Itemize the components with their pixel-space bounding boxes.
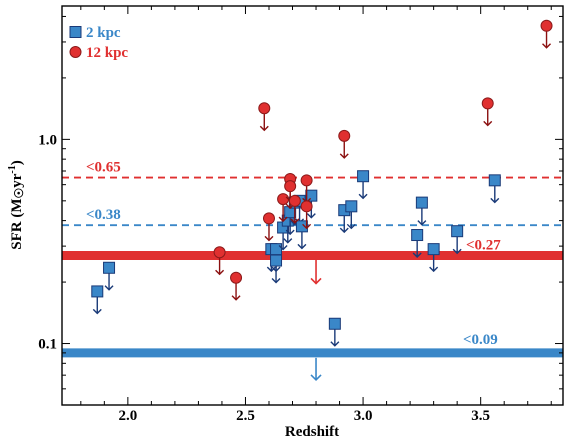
square-marker [357,170,370,183]
square-point-19 [451,225,464,255]
square-marker [270,254,283,267]
circle-marker [284,180,297,193]
circle-marker [540,19,553,32]
x-tick-label: 2.5 [236,408,255,424]
square-marker [345,200,358,213]
square-marker [451,225,464,238]
circle-marker [277,193,290,206]
circle-point-1 [230,271,243,301]
square-marker [91,285,104,298]
legend-label: 12 kpc [86,45,128,61]
square-marker [270,243,283,256]
upper-limit-arrow [358,181,368,200]
circle-point-0 [213,246,226,276]
upper-limit-arrow [542,30,552,49]
upper-limit-arrow [490,185,500,204]
square-marker [305,189,318,202]
upper-limit-arrow [283,225,293,244]
legend-label: 2 kpc [86,25,121,41]
square-point-1 [103,261,116,291]
upper-limit-arrow [259,113,269,132]
legend-circle-marker [69,46,82,58]
legend-square-marker [69,26,82,38]
x-tick-label: 3.5 [471,408,490,424]
legend-item-1: 12 kpc [69,45,128,61]
upper-limit-arrow [285,217,295,236]
circle-marker [288,194,301,207]
y-tick-label: 1.0 [38,132,57,148]
upper-limit-arrow [302,211,312,230]
square-marker [295,220,308,233]
square-point-4 [270,254,283,284]
circle-point-12 [540,19,553,49]
upper-limit-arrow [271,265,281,284]
circle-marker [300,174,313,187]
reference-label-3: <0.09 [463,332,498,348]
circle-marker [262,212,275,225]
square-point-20 [488,174,501,204]
circle-marker [338,129,351,142]
upper-limit-arrow [452,236,462,255]
circle-point-11 [481,97,494,127]
square-point-0 [91,285,104,315]
circle-point-7 [288,194,301,224]
square-marker [328,317,341,330]
circle-point-3 [262,212,275,242]
circle-point-2 [258,102,271,132]
square-marker [103,261,116,274]
square-marker [488,174,501,187]
legend-item-0: 2 kpc [69,25,121,41]
upper-limit-arrow [104,272,114,291]
upper-limit-arrow [412,240,422,259]
upper-limit-arrow [92,296,102,315]
square-point-5 [277,221,290,251]
circle-point-8 [300,174,313,204]
square-point-17 [415,196,428,226]
x-tick-label: 2.0 [118,408,137,424]
upper-limit-arrow [330,328,340,347]
upper-limit-arrow [339,215,349,234]
reference-label-0: <0.65 [86,160,121,176]
upper-limit-arrow [290,205,300,224]
y-tick-label: 0.1 [38,337,57,353]
square-marker [411,229,424,242]
upper-limit-arrow [278,232,288,251]
square-point-18 [427,243,440,273]
circle-point-9 [300,200,313,230]
circle-marker [300,200,313,213]
circle-marker [213,246,226,259]
reference-label-2: <0.27 [466,237,501,253]
square-point-10 [295,220,308,250]
upper-limit-arrow [429,254,439,273]
upper-limit-arrow [483,108,493,127]
plot-frame [61,5,564,406]
x-axis-title: Redshift [285,424,339,440]
circle-marker [230,271,243,284]
circle-marker [481,97,494,110]
upper-limit-arrow [297,231,307,250]
upper-limit-arrow [417,207,427,226]
upper-limit-arrow [346,211,356,230]
square-point-14 [345,200,358,230]
square-point-15 [357,170,370,200]
circle-point-10 [338,129,351,159]
y-axis-title: SFR (M☉yr-1) [7,160,26,250]
square-point-12 [328,317,341,347]
upper-limit-arrow [231,282,241,301]
circle-marker [258,102,271,115]
limit-arrow-blue [310,357,322,382]
upper-limit-arrow [339,140,349,159]
upper-limit-arrow [278,204,288,223]
square-marker [427,243,440,256]
square-marker [415,196,428,209]
reference-label-1: <0.38 [86,207,121,223]
limit-arrow-red [310,259,322,285]
square-point-16 [411,229,424,259]
upper-limit-arrow [215,257,225,276]
x-tick-label: 3.0 [354,408,373,424]
upper-limit-arrow [264,223,274,242]
square-point-7 [284,206,297,236]
